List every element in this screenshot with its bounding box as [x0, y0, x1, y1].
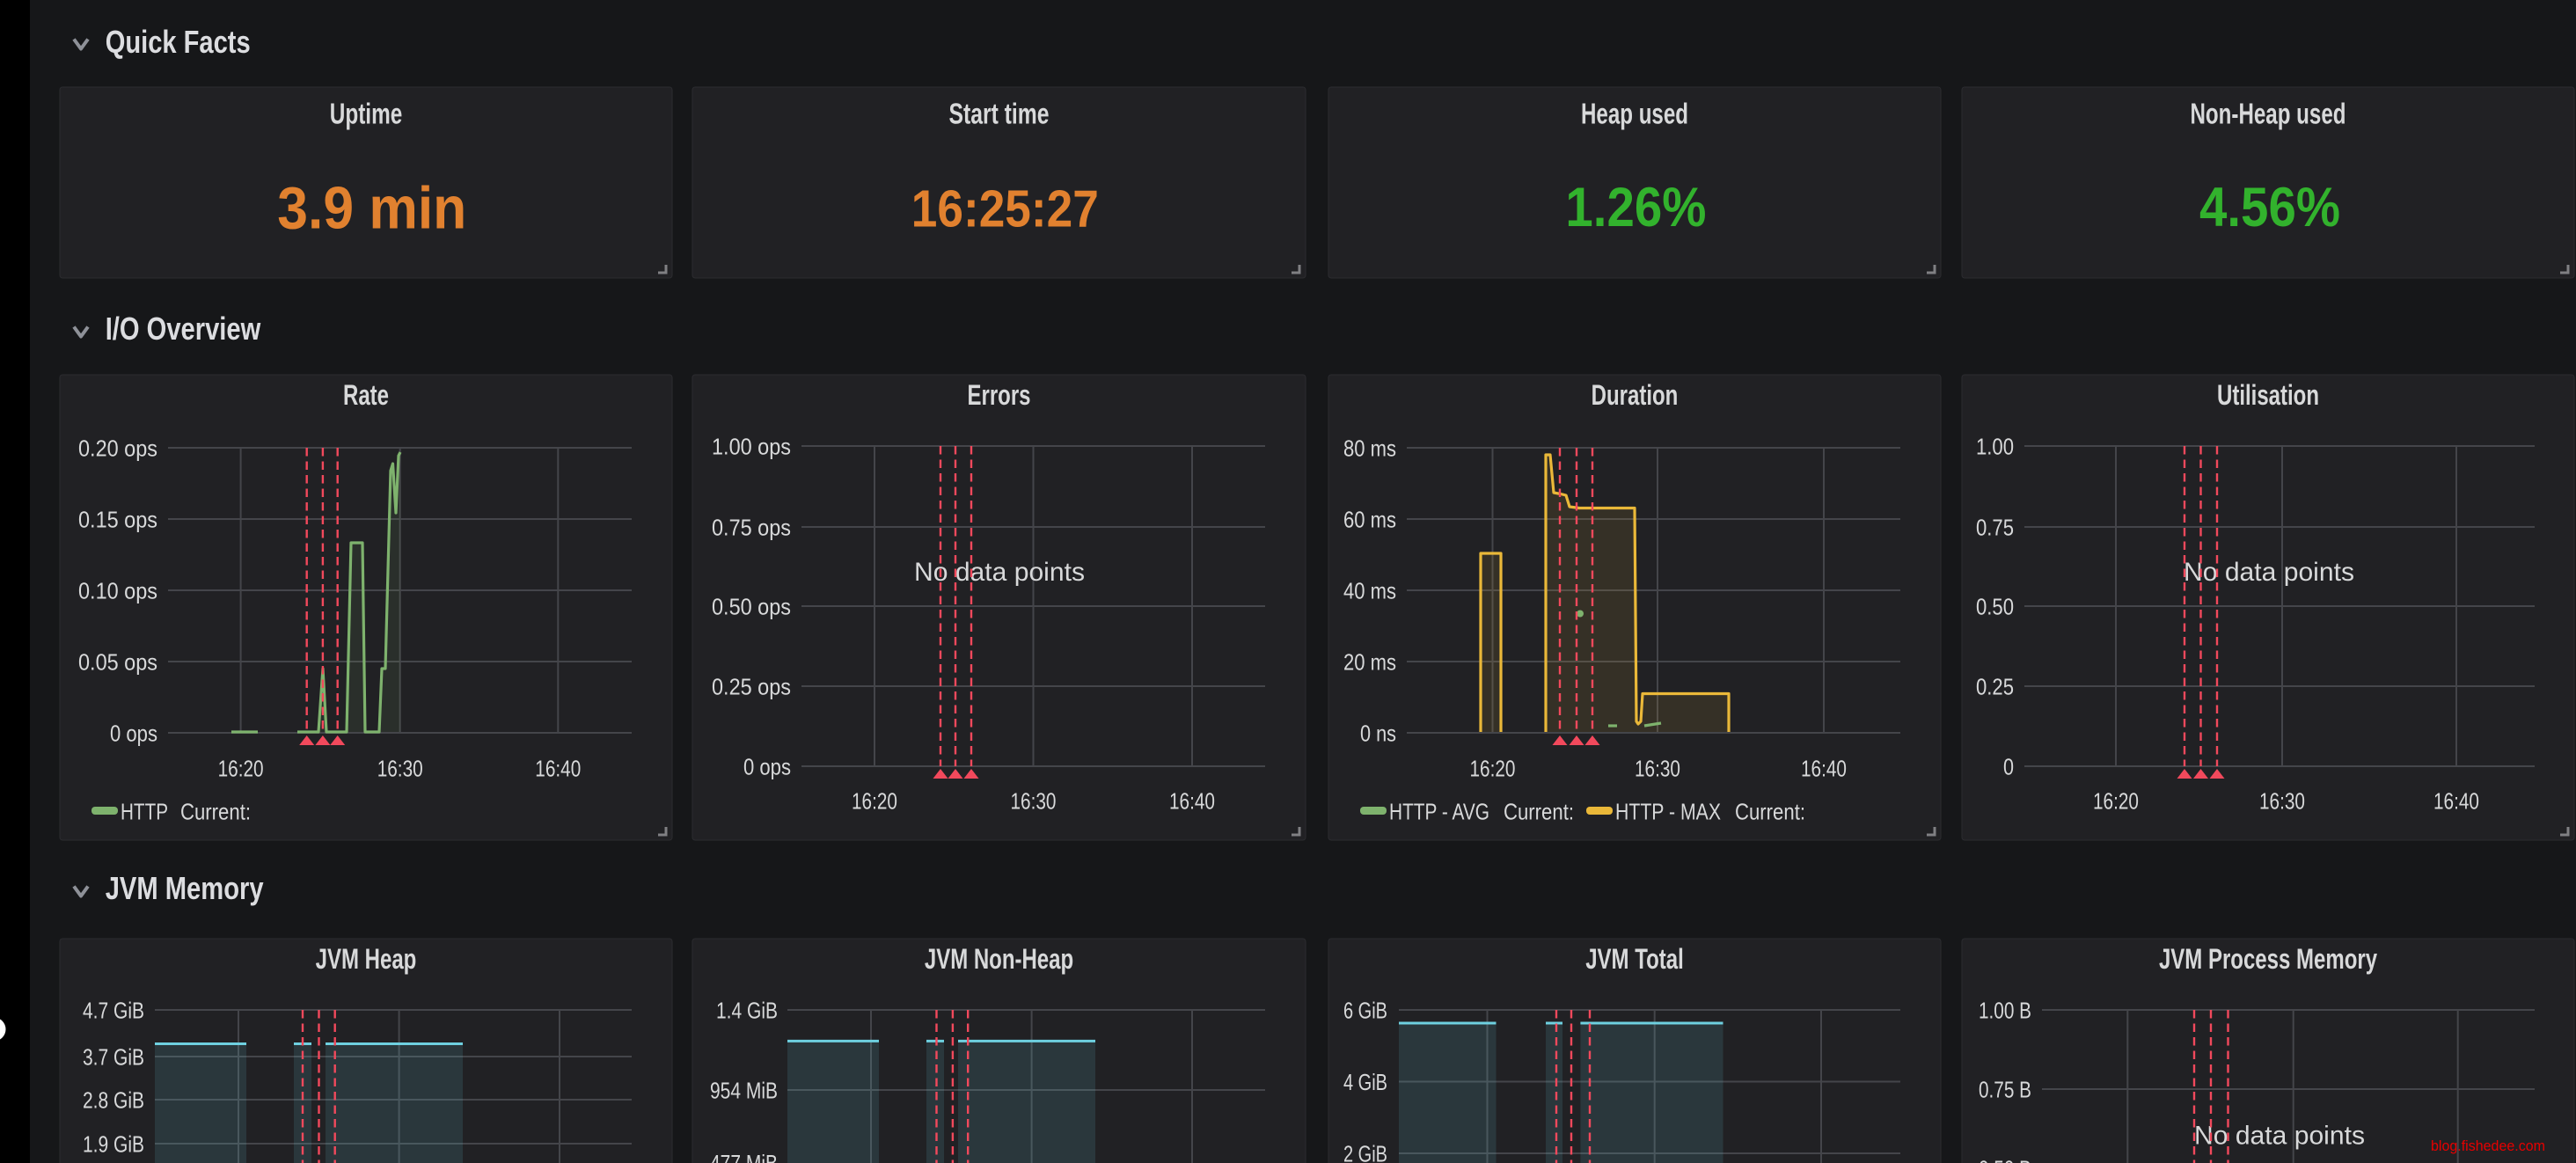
- svg-text:60 ms: 60 ms: [1343, 507, 1396, 533]
- svg-text:JVM Memory: JVM Memory: [106, 870, 264, 906]
- svg-text:0.75 ops: 0.75 ops: [712, 515, 791, 541]
- svg-text:0.25 ops: 0.25 ops: [712, 674, 791, 700]
- svg-text:0.10 ops: 0.10 ops: [78, 578, 157, 604]
- svg-text:16:25:27: 16:25:27: [911, 180, 1099, 238]
- svg-text:1.9 GiB: 1.9 GiB: [83, 1131, 144, 1158]
- svg-text:16:20: 16:20: [2093, 788, 2139, 815]
- svg-text:16:40: 16:40: [2433, 788, 2479, 815]
- svg-text:Duration: Duration: [1592, 379, 1679, 411]
- svg-text:0.50: 0.50: [1976, 594, 2014, 620]
- svg-text:16:20: 16:20: [852, 788, 897, 815]
- svg-text:Errors: Errors: [968, 379, 1031, 411]
- svg-text:Quick Facts: Quick Facts: [106, 24, 251, 60]
- svg-text:Current:: Current:: [180, 799, 251, 825]
- svg-text:JVM Total: JVM Total: [1585, 943, 1684, 975]
- svg-text:954 MiB: 954 MiB: [710, 1078, 778, 1104]
- svg-text:Non-Heap used: Non-Heap used: [2191, 98, 2346, 130]
- svg-text:0.20 ops: 0.20 ops: [78, 435, 157, 462]
- svg-text:16:30: 16:30: [1635, 756, 1680, 782]
- svg-text:0.15 ops: 0.15 ops: [78, 507, 157, 533]
- svg-text:blog.fishedee.com: blog.fishedee.com: [2431, 1137, 2545, 1154]
- svg-text:4.56%: 4.56%: [2199, 177, 2340, 238]
- svg-text:1.4 GiB: 1.4 GiB: [716, 998, 778, 1024]
- svg-text:HTTP - MAX: HTTP - MAX: [1615, 799, 1721, 825]
- svg-text:JVM Non-Heap: JVM Non-Heap: [925, 943, 1073, 975]
- svg-text:0 ops: 0 ops: [110, 720, 157, 747]
- svg-text:16:40: 16:40: [1801, 756, 1847, 782]
- svg-text:16:30: 16:30: [1011, 788, 1057, 815]
- svg-text:80 ms: 80 ms: [1343, 435, 1396, 462]
- svg-text:16:20: 16:20: [1470, 756, 1516, 782]
- svg-text:477 MiB: 477 MiB: [710, 1150, 778, 1163]
- svg-text:4.7 GiB: 4.7 GiB: [83, 998, 144, 1024]
- svg-text:0 ns: 0 ns: [1360, 720, 1396, 747]
- svg-text:Utilisation: Utilisation: [2217, 379, 2319, 411]
- svg-text:1.00 B: 1.00 B: [1979, 998, 2031, 1024]
- svg-text:Current:: Current:: [1735, 799, 1805, 825]
- svg-text:JVM Heap: JVM Heap: [316, 943, 417, 975]
- svg-text:4 GiB: 4 GiB: [1343, 1069, 1387, 1095]
- svg-text:3.9 min: 3.9 min: [277, 174, 466, 241]
- svg-text:0.25: 0.25: [1976, 674, 2014, 700]
- svg-text:Rate: Rate: [343, 379, 389, 411]
- svg-text:0.05 ops: 0.05 ops: [78, 649, 157, 676]
- svg-text:JVM Process Memory: JVM Process Memory: [2159, 943, 2377, 975]
- svg-text:Heap used: Heap used: [1581, 98, 1688, 130]
- svg-text:0 ops: 0 ops: [743, 754, 791, 780]
- svg-text:No data points: No data points: [914, 558, 1085, 587]
- svg-text:Start time: Start time: [949, 98, 1050, 130]
- svg-text:0.75: 0.75: [1976, 515, 2014, 541]
- svg-text:16:30: 16:30: [2259, 788, 2305, 815]
- svg-text:0.50 ops: 0.50 ops: [712, 594, 791, 620]
- svg-text:16:40: 16:40: [535, 756, 581, 782]
- svg-text:2 GiB: 2 GiB: [1343, 1141, 1387, 1163]
- svg-text:HTTP - AVG: HTTP - AVG: [1389, 799, 1489, 825]
- svg-text:1.00 ops: 1.00 ops: [712, 434, 791, 460]
- svg-text:0.75 B: 0.75 B: [1979, 1077, 2031, 1103]
- svg-text:3.7 GiB: 3.7 GiB: [83, 1044, 144, 1071]
- svg-text:No data points: No data points: [2194, 1122, 2365, 1151]
- svg-text:HTTP: HTTP: [121, 799, 168, 825]
- svg-text:Uptime: Uptime: [330, 98, 403, 130]
- svg-text:16:30: 16:30: [377, 756, 423, 782]
- svg-text:1.26%: 1.26%: [1565, 177, 1706, 238]
- svg-text:Current:: Current:: [1504, 799, 1574, 825]
- svg-text:0.50 B: 0.50 B: [1979, 1156, 2031, 1163]
- svg-text:1.00: 1.00: [1976, 434, 2014, 460]
- svg-text:6 GiB: 6 GiB: [1343, 998, 1387, 1024]
- svg-text:40 ms: 40 ms: [1343, 578, 1396, 604]
- svg-text:I/O Overview: I/O Overview: [106, 311, 261, 347]
- svg-text:No data points: No data points: [2184, 558, 2354, 587]
- svg-text:2.8 GiB: 2.8 GiB: [83, 1087, 144, 1114]
- svg-text:16:40: 16:40: [1169, 788, 1215, 815]
- svg-text:20 ms: 20 ms: [1343, 649, 1396, 676]
- svg-text:0: 0: [2003, 754, 2014, 780]
- svg-text:16:20: 16:20: [218, 756, 264, 782]
